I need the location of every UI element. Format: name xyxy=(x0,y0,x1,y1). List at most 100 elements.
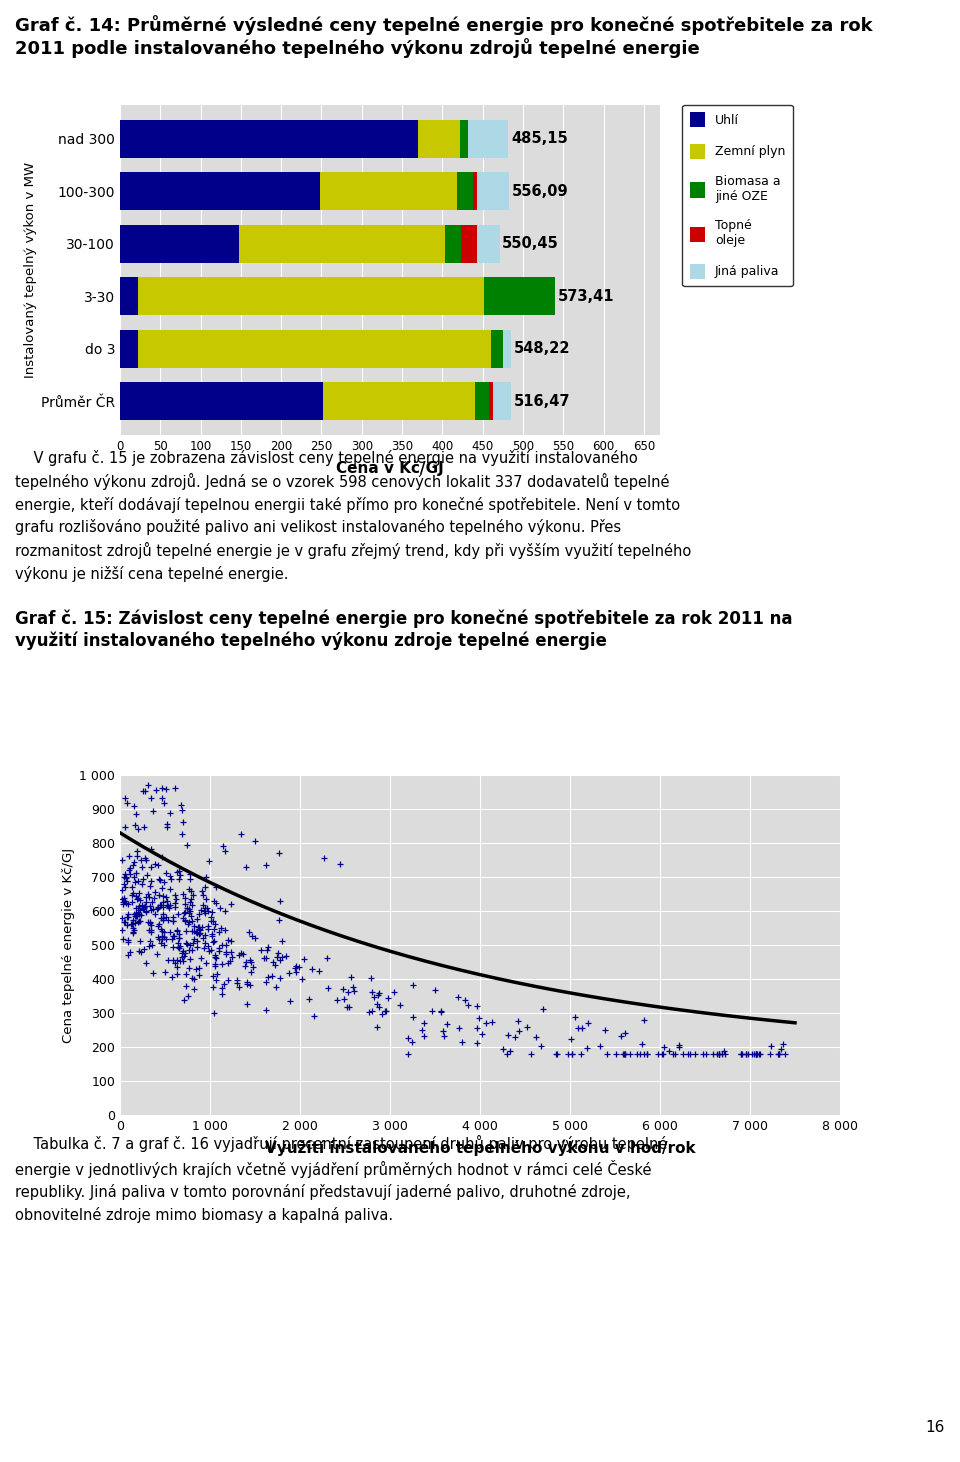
Point xyxy=(132,882,147,905)
Point xyxy=(184,893,200,917)
Point xyxy=(195,915,210,939)
Point xyxy=(672,1035,687,1058)
Point xyxy=(288,961,303,984)
Point xyxy=(143,868,158,892)
Point xyxy=(265,950,280,974)
Point xyxy=(206,917,222,940)
Point xyxy=(119,791,134,814)
Point xyxy=(236,942,252,965)
Point xyxy=(123,940,138,963)
Point xyxy=(182,890,198,914)
Point xyxy=(202,849,217,873)
Point xyxy=(128,885,143,908)
Point xyxy=(142,911,157,934)
Point xyxy=(365,1000,380,1023)
Bar xyxy=(137,330,491,367)
Point xyxy=(181,901,197,924)
Point xyxy=(126,918,141,942)
Point xyxy=(202,940,217,963)
Point xyxy=(716,1039,732,1063)
Point xyxy=(155,876,170,899)
Point xyxy=(415,1018,430,1041)
Point xyxy=(752,1042,767,1066)
Point xyxy=(656,1042,671,1066)
Bar xyxy=(493,382,511,420)
Point xyxy=(616,1042,632,1066)
Point xyxy=(528,1025,543,1048)
Point xyxy=(434,1000,449,1023)
Point xyxy=(161,896,177,920)
Point xyxy=(281,961,297,984)
Point xyxy=(118,889,133,912)
Point xyxy=(273,949,288,972)
Point xyxy=(156,890,171,914)
Point xyxy=(287,956,302,980)
Point xyxy=(171,937,186,961)
Point xyxy=(147,902,162,925)
Point xyxy=(120,943,135,966)
Point xyxy=(158,814,174,838)
Point xyxy=(174,823,189,846)
Point xyxy=(160,895,176,918)
Point xyxy=(121,844,136,867)
Point xyxy=(639,1042,655,1066)
Point xyxy=(187,920,203,943)
Point xyxy=(115,893,131,917)
Point xyxy=(170,947,185,971)
Point xyxy=(193,946,208,969)
Point xyxy=(615,1042,631,1066)
Point xyxy=(244,950,259,974)
Point xyxy=(152,893,167,917)
Point xyxy=(151,915,166,939)
Point xyxy=(340,996,355,1019)
Point xyxy=(219,940,234,963)
Point xyxy=(119,906,134,930)
Point xyxy=(200,934,215,958)
Point xyxy=(592,1035,608,1058)
Point xyxy=(219,942,234,965)
Point xyxy=(116,911,132,934)
Point xyxy=(118,816,133,839)
Point xyxy=(167,883,182,906)
Point xyxy=(740,1042,756,1066)
Point xyxy=(185,883,201,906)
Point xyxy=(201,915,216,939)
Point xyxy=(238,950,253,974)
Point xyxy=(365,980,380,1003)
Point xyxy=(179,962,194,985)
Point xyxy=(151,912,166,936)
Point xyxy=(523,1042,539,1066)
Point xyxy=(156,906,171,930)
Point xyxy=(166,924,181,947)
Point xyxy=(114,879,130,902)
Point xyxy=(184,966,200,990)
Point xyxy=(128,901,143,924)
Point xyxy=(714,1042,730,1066)
Point xyxy=(156,870,172,893)
Point xyxy=(178,909,193,933)
Point xyxy=(178,909,193,933)
Bar xyxy=(120,173,320,211)
Point xyxy=(179,931,194,955)
Point xyxy=(118,892,133,915)
Point xyxy=(169,887,184,911)
Point xyxy=(129,887,144,911)
Point xyxy=(436,1025,451,1048)
Point xyxy=(581,1012,596,1035)
Point xyxy=(115,927,131,950)
Point xyxy=(129,905,144,928)
Point xyxy=(548,1042,564,1066)
Point xyxy=(709,1042,725,1066)
Point xyxy=(204,905,219,928)
Point xyxy=(612,1023,628,1047)
Bar xyxy=(444,225,461,263)
Point xyxy=(258,969,274,993)
Point xyxy=(762,1042,778,1066)
Point xyxy=(223,892,238,915)
Point xyxy=(121,858,136,882)
Point xyxy=(144,890,159,914)
Point xyxy=(770,1042,785,1066)
Point xyxy=(183,887,199,911)
Point xyxy=(177,988,192,1012)
Point xyxy=(239,855,254,879)
